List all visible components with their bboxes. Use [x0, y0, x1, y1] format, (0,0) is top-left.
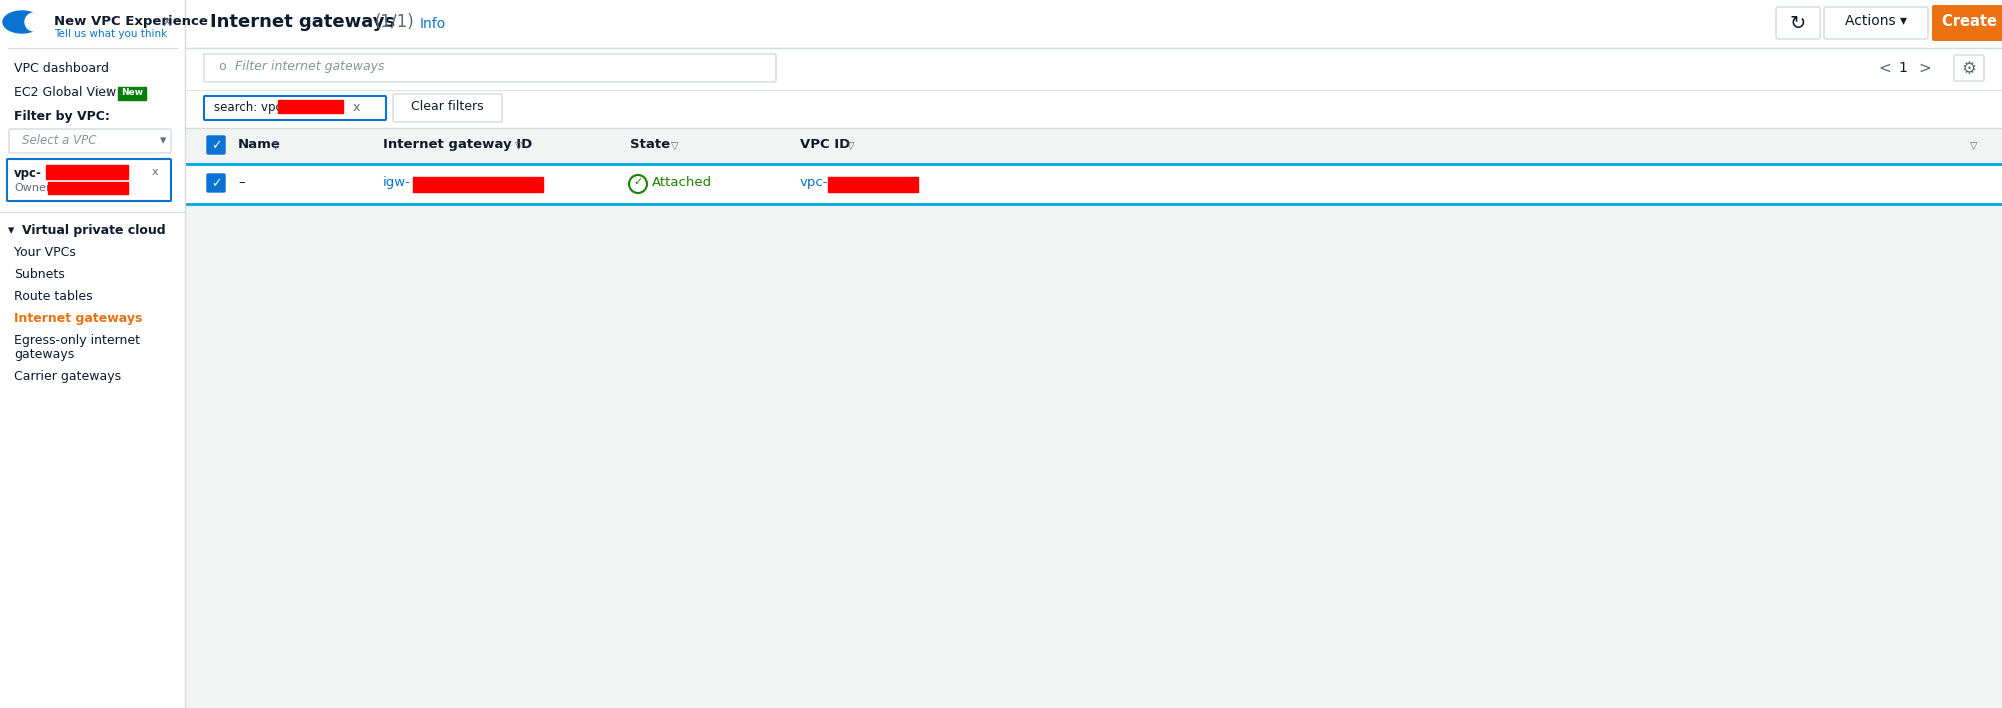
Bar [46, 165, 128, 179]
FancyBboxPatch shape [8, 129, 170, 153]
Bar [186, 128, 2002, 164]
Text: EC2 Global View: EC2 Global View [14, 86, 116, 99]
FancyBboxPatch shape [206, 174, 224, 192]
Text: Owner:: Owner: [14, 183, 54, 193]
Text: VPC ID: VPC ID [801, 138, 851, 151]
Ellipse shape [2, 11, 40, 33]
Bar [48, 182, 128, 194]
Text: ▽: ▽ [1970, 141, 1978, 151]
Text: ▽: ▽ [515, 141, 523, 151]
Bar [278, 100, 342, 113]
Bar [186, 164, 2002, 204]
Text: ▾: ▾ [8, 224, 14, 237]
Text: Internet gateways: Internet gateways [14, 312, 142, 325]
Bar [412, 177, 543, 192]
Text: Internet gateway ID: Internet gateway ID [382, 138, 533, 151]
Text: Tell us what you think: Tell us what you think [54, 29, 168, 39]
Text: Clear filters: Clear filters [410, 100, 482, 113]
FancyBboxPatch shape [204, 54, 777, 82]
Text: Egress-only internet: Egress-only internet [14, 334, 140, 347]
Text: Select a VPC: Select a VPC [22, 134, 96, 147]
Text: 1: 1 [1898, 61, 1908, 75]
Text: Attached: Attached [653, 176, 713, 189]
Text: Your VPCs: Your VPCs [14, 246, 76, 259]
Text: ▽: ▽ [847, 141, 855, 151]
FancyBboxPatch shape [6, 159, 170, 201]
Text: x: x [352, 101, 360, 114]
Text: Filter by VPC:: Filter by VPC: [14, 110, 110, 123]
Text: o: o [218, 60, 226, 73]
Text: VPC dashboard: VPC dashboard [14, 62, 108, 75]
Bar [829, 177, 919, 192]
Text: Filter internet gateways: Filter internet gateways [234, 60, 384, 73]
Text: Route tables: Route tables [14, 290, 92, 303]
Text: –: – [238, 176, 244, 189]
Text: ✓: ✓ [210, 139, 222, 152]
Bar [186, 90, 2002, 128]
Text: Info: Info [420, 17, 446, 31]
Bar [118, 87, 146, 100]
Text: ▽: ▽ [272, 141, 280, 151]
Circle shape [24, 13, 42, 31]
Text: vpc-: vpc- [14, 167, 42, 180]
Text: gateways: gateways [14, 348, 74, 361]
Text: New VPC Experience: New VPC Experience [54, 15, 208, 28]
Text: State: State [631, 138, 671, 151]
Text: search: vpc-: search: vpc- [214, 101, 286, 114]
Text: igw-: igw- [382, 176, 410, 189]
Text: Carrier gateways: Carrier gateways [14, 370, 122, 383]
Text: New: New [120, 88, 142, 97]
Text: ▾: ▾ [160, 134, 166, 147]
FancyBboxPatch shape [1932, 5, 2002, 41]
Text: ⚙: ⚙ [1962, 60, 1976, 78]
Text: Actions ▾: Actions ▾ [1846, 14, 1908, 28]
FancyBboxPatch shape [204, 96, 386, 120]
Bar [186, 204, 2002, 708]
Text: vpc-: vpc- [801, 176, 829, 189]
Text: ▽: ▽ [671, 141, 679, 151]
Bar [186, 0, 2002, 48]
Text: [^]: [^] [94, 87, 110, 96]
FancyBboxPatch shape [206, 136, 224, 154]
Text: x: x [152, 167, 158, 177]
Text: ✓: ✓ [210, 177, 222, 190]
Text: Create internet gateway: Create internet gateway [1942, 14, 2002, 29]
Text: ↻: ↻ [1790, 14, 1806, 33]
Text: <: < [1878, 61, 1890, 76]
Text: Internet gateways: Internet gateways [210, 13, 394, 31]
FancyBboxPatch shape [392, 94, 503, 122]
Text: (1/1): (1/1) [374, 13, 414, 31]
Bar [186, 48, 2002, 90]
Text: Virtual private cloud: Virtual private cloud [22, 224, 166, 237]
Bar [0, 0, 184, 708]
Text: X: X [162, 16, 172, 29]
Text: ✓: ✓ [633, 177, 643, 187]
Text: Name: Name [238, 138, 280, 151]
Text: >: > [1918, 61, 1930, 76]
FancyBboxPatch shape [1954, 55, 1984, 81]
FancyBboxPatch shape [1776, 7, 1820, 39]
Text: Subnets: Subnets [14, 268, 64, 281]
FancyBboxPatch shape [1824, 7, 1928, 39]
